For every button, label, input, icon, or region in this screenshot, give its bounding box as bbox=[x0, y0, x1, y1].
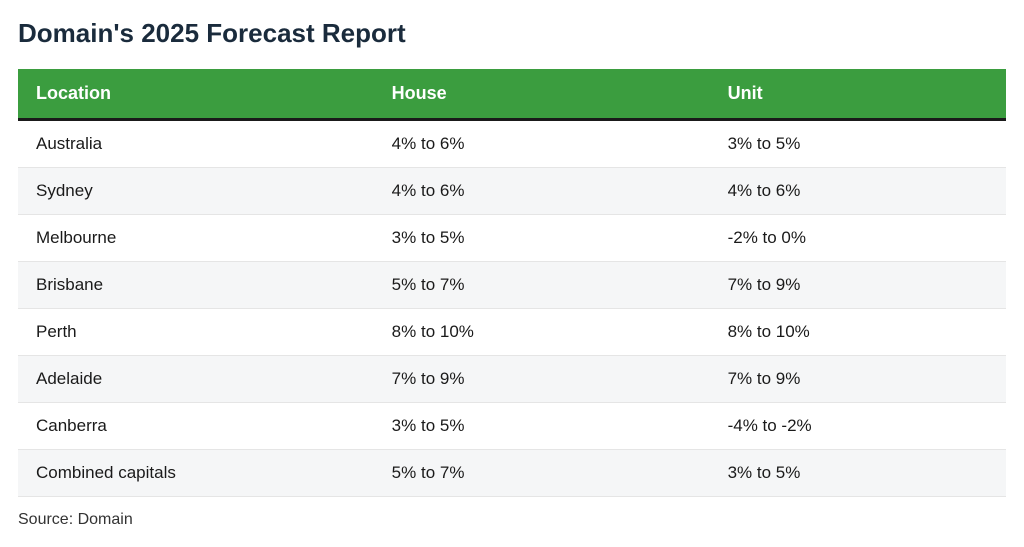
table-cell: Canberra bbox=[18, 403, 374, 450]
table-cell: Brisbane bbox=[18, 262, 374, 309]
table-cell: 4% to 6% bbox=[374, 120, 710, 168]
table-cell: -2% to 0% bbox=[710, 215, 1006, 262]
table-row: Brisbane5% to 7%7% to 9% bbox=[18, 262, 1006, 309]
table-row: Melbourne3% to 5%-2% to 0% bbox=[18, 215, 1006, 262]
table-row: Sydney4% to 6%4% to 6% bbox=[18, 168, 1006, 215]
table-cell: 8% to 10% bbox=[710, 309, 1006, 356]
table-cell: 3% to 5% bbox=[710, 450, 1006, 497]
table-cell: Adelaide bbox=[18, 356, 374, 403]
table-cell: 3% to 5% bbox=[710, 120, 1006, 168]
table-cell: Australia bbox=[18, 120, 374, 168]
column-header-unit: Unit bbox=[710, 69, 1006, 120]
forecast-table: Location House Unit Australia4% to 6%3% … bbox=[18, 69, 1006, 497]
column-header-house: House bbox=[374, 69, 710, 120]
forecast-table-container: Location House Unit Australia4% to 6%3% … bbox=[18, 69, 1006, 497]
table-cell: 5% to 7% bbox=[374, 450, 710, 497]
table-cell: 7% to 9% bbox=[374, 356, 710, 403]
table-cell: 4% to 6% bbox=[374, 168, 710, 215]
table-row: Adelaide7% to 9%7% to 9% bbox=[18, 356, 1006, 403]
table-cell: 7% to 9% bbox=[710, 356, 1006, 403]
table-row: Canberra3% to 5%-4% to -2% bbox=[18, 403, 1006, 450]
table-row: Combined capitals5% to 7%3% to 5% bbox=[18, 450, 1006, 497]
table-header-row: Location House Unit bbox=[18, 69, 1006, 120]
table-cell: Sydney bbox=[18, 168, 374, 215]
table-body: Australia4% to 6%3% to 5%Sydney4% to 6%4… bbox=[18, 120, 1006, 497]
table-cell: 5% to 7% bbox=[374, 262, 710, 309]
report-title: Domain's 2025 Forecast Report bbox=[18, 18, 1006, 49]
table-cell: Perth bbox=[18, 309, 374, 356]
table-cell: 7% to 9% bbox=[710, 262, 1006, 309]
table-cell: Combined capitals bbox=[18, 450, 374, 497]
table-cell: 4% to 6% bbox=[710, 168, 1006, 215]
table-cell: 3% to 5% bbox=[374, 403, 710, 450]
column-header-location: Location bbox=[18, 69, 374, 120]
table-row: Australia4% to 6%3% to 5% bbox=[18, 120, 1006, 168]
table-row: Perth8% to 10%8% to 10% bbox=[18, 309, 1006, 356]
table-cell: Melbourne bbox=[18, 215, 374, 262]
table-cell: 3% to 5% bbox=[374, 215, 710, 262]
table-cell: -4% to -2% bbox=[710, 403, 1006, 450]
table-cell: 8% to 10% bbox=[374, 309, 710, 356]
source-text: Source: Domain bbox=[18, 511, 1006, 529]
